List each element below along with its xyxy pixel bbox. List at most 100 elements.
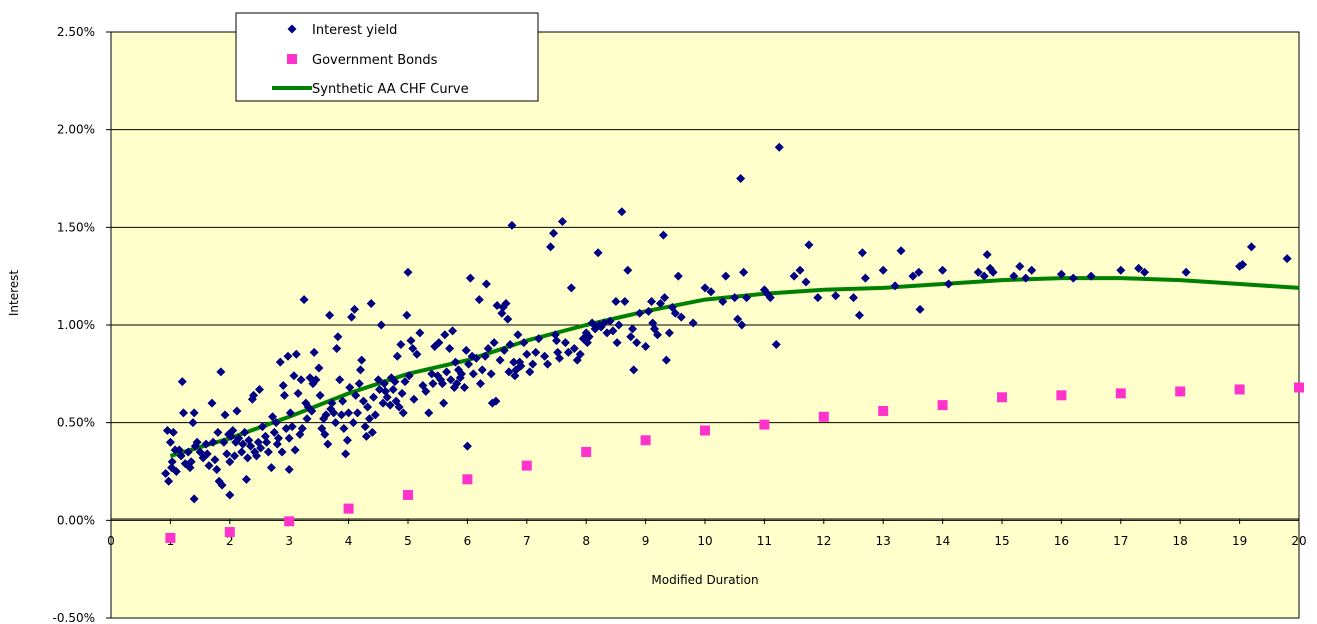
yield-point (525, 367, 535, 377)
bond-point (403, 489, 413, 500)
bond-point (1056, 390, 1067, 401)
yield-point (1181, 267, 1191, 277)
bond-point (1175, 386, 1186, 397)
yield-point (670, 308, 680, 318)
yield-point (721, 271, 731, 281)
yield-point (973, 267, 983, 277)
yield-point (339, 424, 349, 434)
yield-point (890, 281, 900, 291)
yield-point (491, 396, 501, 406)
yield-point (664, 328, 674, 338)
yield-point (878, 265, 888, 275)
legend-square-marker (287, 54, 297, 64)
x-tick-label: 6 (464, 534, 472, 548)
yield-point (831, 291, 841, 301)
yield-point (706, 287, 716, 297)
yield-point (176, 451, 186, 461)
x-tick-label: 7 (523, 534, 531, 548)
yield-point (402, 310, 412, 320)
yield-point (629, 365, 639, 375)
yield-point (207, 398, 217, 408)
yield-point (320, 429, 330, 439)
yield-point (635, 308, 645, 318)
yield-point (771, 340, 781, 350)
yield-point (988, 267, 998, 277)
y-tick-labels: 2.50% 2.00% 1.50% 1.00% 0.50% 0.00% -0.50% (53, 25, 111, 624)
yield-point (442, 367, 452, 377)
yield-point (272, 439, 282, 449)
yield-point (452, 379, 462, 389)
yield-point (348, 418, 358, 428)
yield-point (237, 447, 247, 457)
bond-point (581, 446, 592, 457)
yield-point (575, 349, 585, 359)
yield-point (428, 379, 438, 389)
yield-point (379, 379, 389, 389)
yield-point (483, 343, 493, 353)
yield-point (465, 273, 475, 283)
yield-point (448, 326, 458, 336)
yield-point (543, 359, 553, 369)
x-tick-label: 2 (226, 534, 234, 548)
yield-point (408, 343, 418, 353)
yield-point (552, 336, 561, 346)
yield-point (397, 388, 407, 398)
yield-point (278, 381, 288, 391)
yield-point (357, 355, 367, 365)
yield-point (367, 427, 377, 437)
yield-point (620, 297, 630, 307)
x-axis-title: Modified Duration (651, 573, 758, 587)
yield-point (189, 408, 199, 418)
yield-point (240, 427, 250, 437)
yield-point (560, 338, 570, 348)
yield-point (238, 439, 248, 449)
legend-diamond-marker (287, 24, 297, 34)
x-tick-label: 19 (1232, 534, 1247, 548)
yield-point (392, 351, 402, 361)
legend: Interest yield Government Bonds Synthetic … (235, 12, 539, 102)
yield-point (471, 353, 481, 363)
yield-point (501, 299, 511, 309)
x-tick-label: 14 (935, 534, 950, 548)
yield-point (285, 408, 295, 418)
yield-point (550, 330, 560, 340)
yield-point (510, 371, 520, 381)
yield-point (210, 455, 220, 465)
yield-point (342, 435, 352, 445)
legend-item-interest-yield: Interest yield (287, 23, 397, 38)
x-tick-label: 0 (107, 534, 115, 548)
x-tick-label: 4 (345, 534, 353, 548)
bond-point (818, 411, 829, 422)
yield-point (439, 398, 449, 408)
yield-point (504, 367, 514, 377)
yield-point (641, 341, 651, 351)
yield-point (366, 299, 376, 309)
yield-point (404, 371, 414, 381)
yield-point (608, 326, 618, 336)
y-tick-label: 0.50% (57, 416, 95, 430)
yield-point (495, 355, 505, 365)
yield-point (344, 408, 354, 418)
yield-point (325, 310, 335, 320)
yield-point (385, 400, 395, 410)
yield-point (284, 433, 294, 443)
yield-point (302, 414, 312, 424)
yield-point (522, 349, 532, 359)
yield-point (183, 447, 193, 457)
yield-point (400, 377, 410, 387)
yield-point (661, 355, 671, 365)
yield-point (347, 312, 357, 322)
yield-point (271, 418, 281, 428)
yield-point (360, 422, 370, 432)
yield-point (268, 412, 278, 422)
yield-point (540, 351, 550, 361)
yield-point (644, 306, 654, 316)
yield-point (373, 375, 383, 385)
yield-point (353, 408, 363, 418)
yield-point (700, 283, 710, 293)
yield-point (323, 439, 333, 449)
yield-point (263, 447, 273, 457)
x-tick-label: 3 (285, 534, 293, 548)
yield-point (321, 410, 331, 420)
